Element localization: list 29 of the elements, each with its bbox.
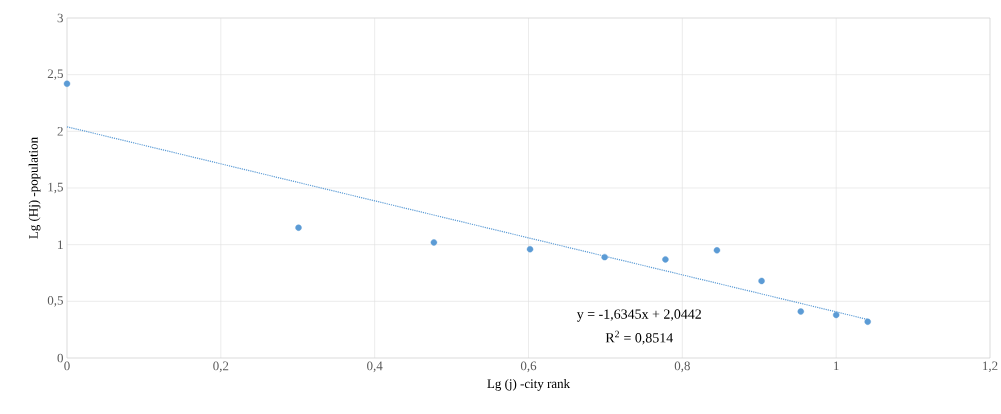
x-axis-title: Lg (j) -city rank bbox=[487, 378, 571, 391]
point bbox=[430, 239, 438, 246]
point bbox=[295, 224, 302, 231]
y-tick-label: 1 bbox=[58, 240, 63, 249]
y-tick-label: 1,5 bbox=[48, 182, 63, 194]
point bbox=[864, 318, 871, 325]
point bbox=[601, 253, 608, 261]
annotation: y = -1,6345x + 2,0442 bbox=[576, 309, 701, 322]
point bbox=[797, 308, 804, 315]
y-tick-label: 2 bbox=[57, 127, 63, 136]
point bbox=[526, 246, 534, 253]
x-tick-label: 0,8 bbox=[674, 361, 690, 373]
y-axis-title: Lg (Hj) -population bbox=[28, 137, 41, 239]
y-tick-label: 3 bbox=[57, 13, 63, 23]
point bbox=[662, 256, 669, 263]
annotation: R$^{2}$ = 0,8514 bbox=[605, 330, 673, 345]
x-tick-label: 0,2 bbox=[213, 361, 229, 373]
x-tick-label: 0,4 bbox=[367, 361, 383, 373]
y-tick-label: 2,5 bbox=[47, 69, 63, 80]
x-tick-label: 0,6 bbox=[520, 361, 537, 373]
y-tick-label: 0 bbox=[57, 353, 63, 363]
point bbox=[758, 277, 765, 285]
x-tick-label: 0 bbox=[64, 361, 70, 371]
y-tick-label: 0,5 bbox=[47, 296, 63, 307]
point bbox=[832, 311, 840, 319]
x-tick-label: 1,2 bbox=[983, 361, 998, 373]
x-tick-label: 1 bbox=[834, 361, 839, 371]
point bbox=[713, 247, 721, 254]
point bbox=[63, 80, 71, 87]
